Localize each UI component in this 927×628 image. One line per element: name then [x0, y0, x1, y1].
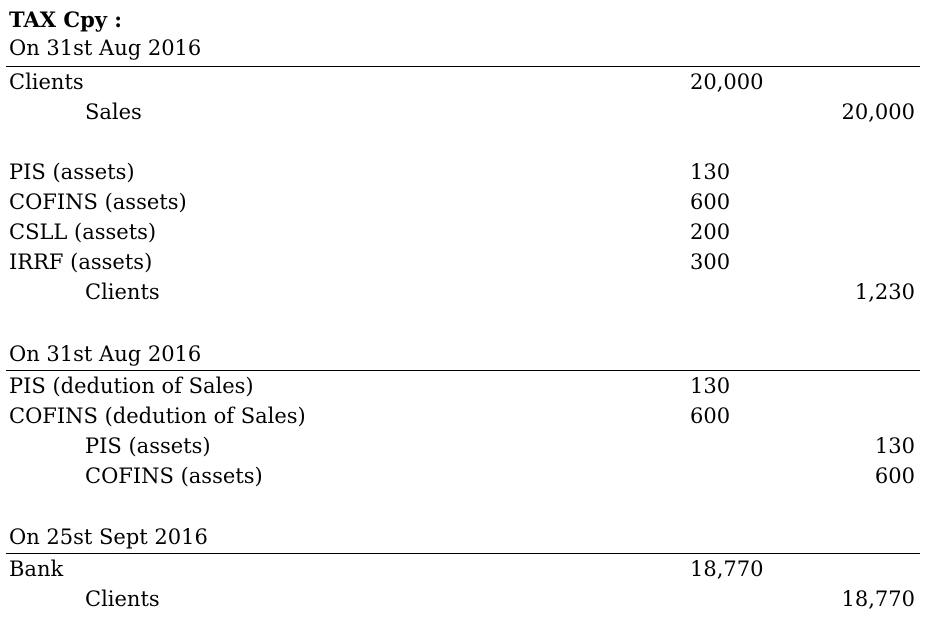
- entry-divider: [6, 553, 920, 554]
- account-name: IRRF (assets): [9, 250, 153, 274]
- account-name: PIS (assets): [85, 434, 211, 458]
- account-name: Sales: [85, 100, 142, 124]
- account-name: Clients: [85, 587, 160, 611]
- journal-line: Sales 20,000: [0, 97, 927, 127]
- debit-amount: 300: [690, 250, 731, 274]
- document-title: TAX Cpy :: [9, 7, 123, 32]
- journal-line: IRRF (assets) 300: [0, 247, 927, 277]
- journal-line: Clients 20,000: [0, 67, 927, 97]
- debit-amount: 130: [690, 160, 731, 184]
- account-name: COFINS (assets): [85, 464, 263, 488]
- entry-date: On 25st Sept 2016: [9, 525, 208, 549]
- journal-line: PIS (assets) 130: [0, 157, 927, 187]
- debit-amount: 130: [690, 374, 731, 398]
- account-name: COFINS (assets): [9, 190, 187, 214]
- entry-divider: [6, 66, 920, 67]
- journal-line: COFINS (assets) 600: [0, 461, 927, 491]
- entry-date: On 31st Aug 2016: [9, 36, 202, 60]
- journal-line: Clients 1,230: [0, 277, 927, 307]
- debit-amount: 18,770: [690, 557, 764, 581]
- credit-amount: 1,230: [854, 280, 915, 304]
- debit-amount: 600: [690, 404, 731, 428]
- account-name: COFINS (dedution of Sales): [9, 404, 306, 428]
- account-name: Bank: [9, 557, 64, 581]
- account-name: Clients: [85, 280, 160, 304]
- credit-amount: 20,000: [841, 100, 915, 124]
- debit-amount: 200: [690, 220, 731, 244]
- journal-line: PIS (dedution of Sales) 130: [0, 371, 927, 401]
- account-name: Clients: [9, 70, 84, 94]
- credit-amount: 130: [874, 434, 915, 458]
- journal-line: Bank 18,770: [0, 554, 927, 584]
- credit-amount: 18,770: [841, 587, 915, 611]
- journal-line: COFINS (dedution of Sales) 600: [0, 401, 927, 431]
- account-name: CSLL (assets): [9, 220, 157, 244]
- journal-line: CSLL (assets) 200: [0, 217, 927, 247]
- credit-amount: 600: [874, 464, 915, 488]
- journal-line: COFINS (assets) 600: [0, 187, 927, 217]
- debit-amount: 20,000: [690, 70, 764, 94]
- journal-line: PIS (assets) 130: [0, 431, 927, 461]
- entry-divider: [6, 370, 920, 371]
- account-name: PIS (assets): [9, 160, 135, 184]
- account-name: PIS (dedution of Sales): [9, 374, 254, 398]
- debit-amount: 600: [690, 190, 731, 214]
- journal-line: Clients 18,770: [0, 584, 927, 614]
- entry-date: On 31st Aug 2016: [9, 342, 202, 366]
